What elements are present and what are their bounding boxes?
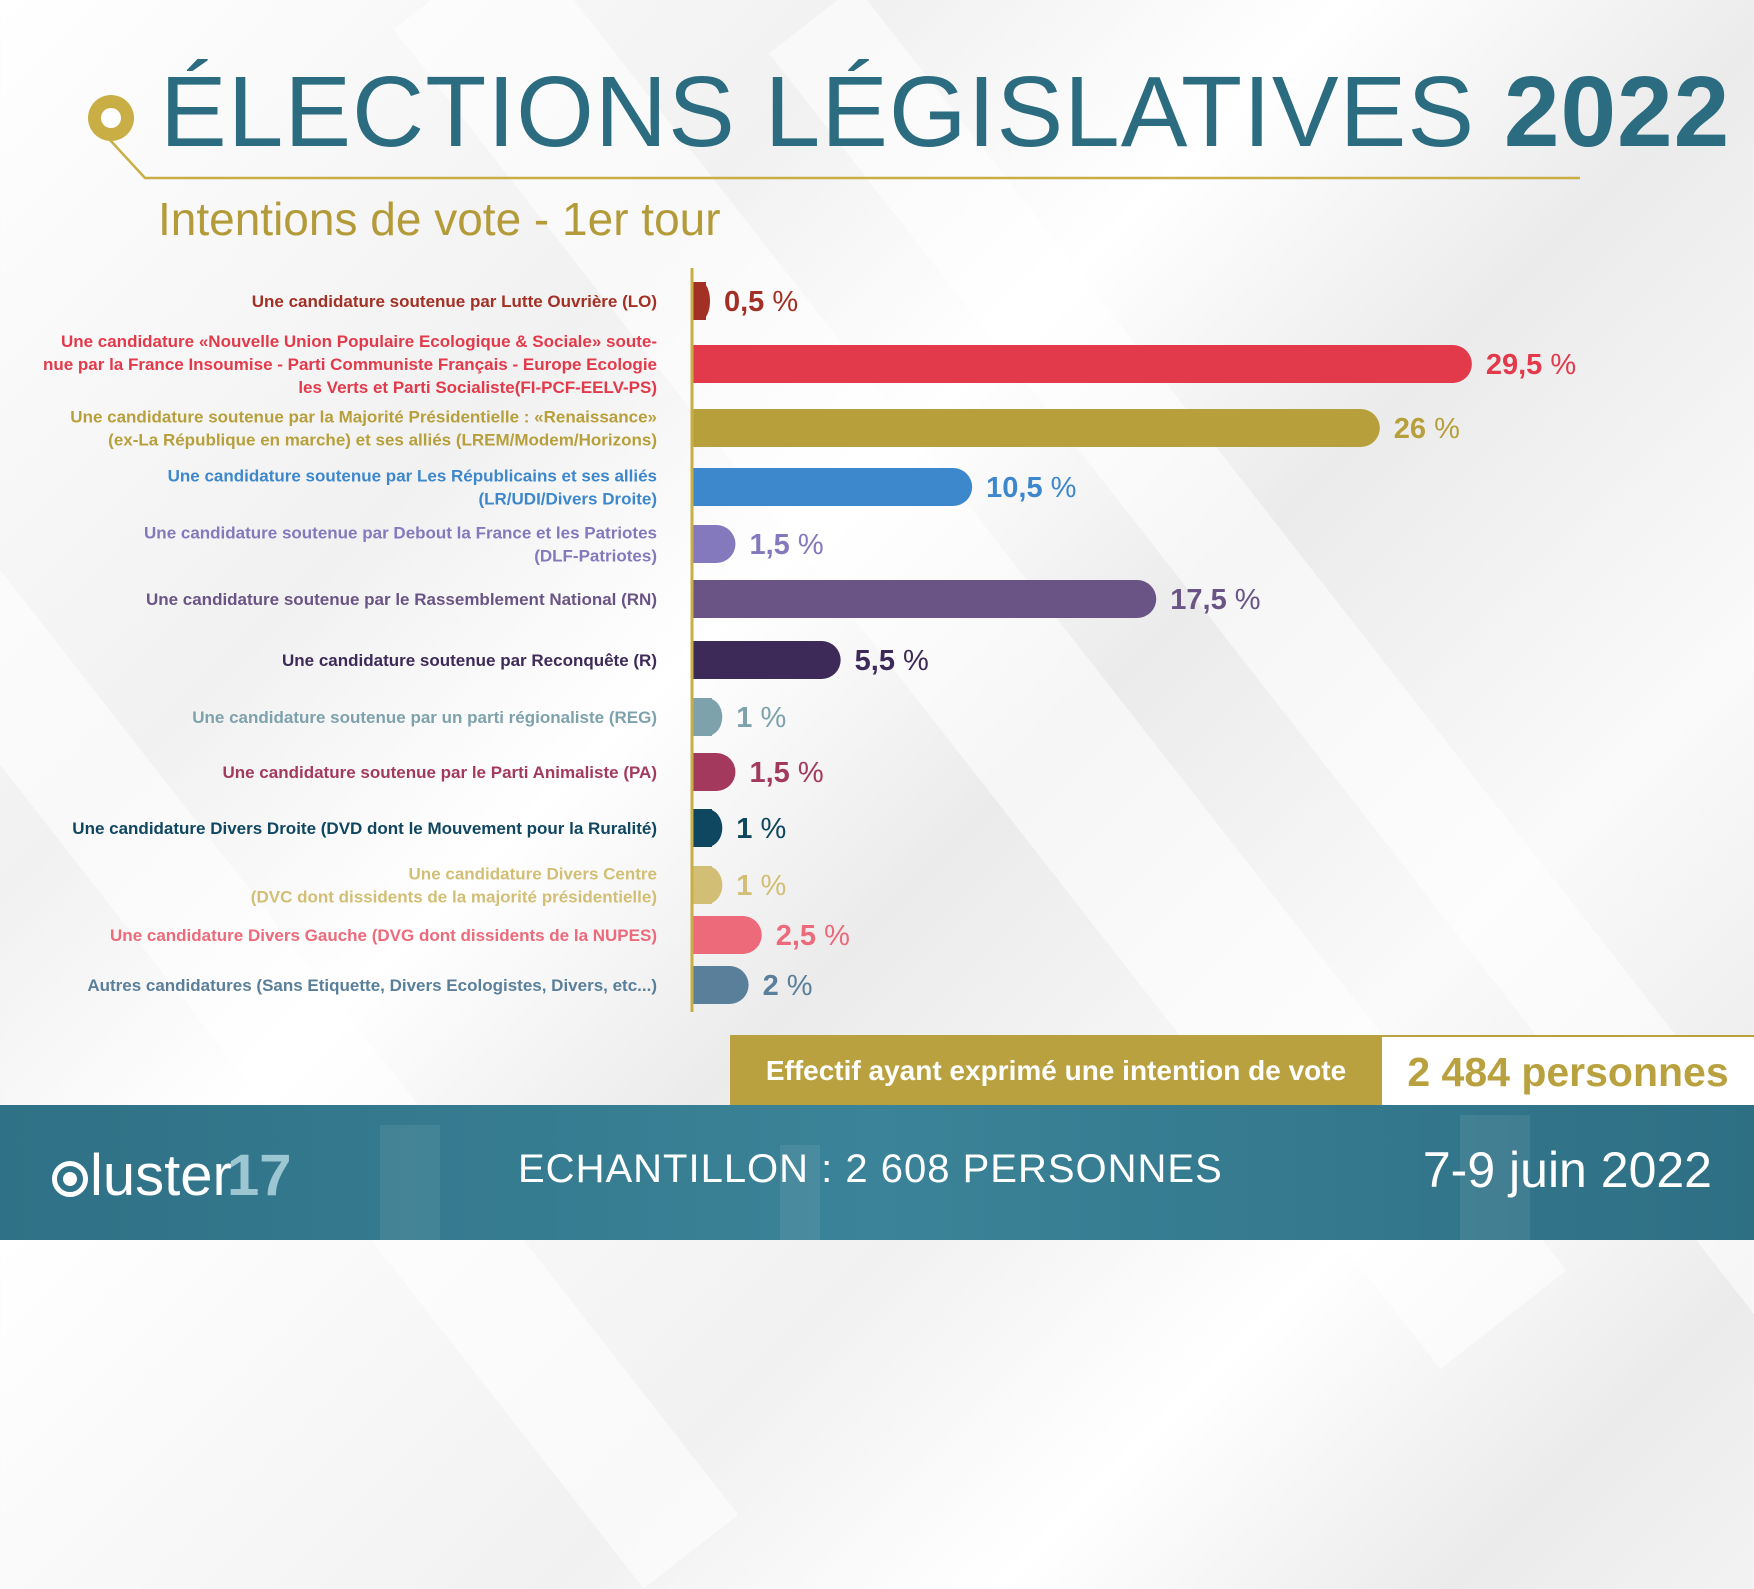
bar-group: 2 % Autres candidatures (Sans Etiquette, …: [87, 966, 813, 1004]
data-label: 1 %: [736, 813, 786, 845]
data-label: 1 %: [736, 870, 786, 902]
bar: [692, 468, 973, 506]
category-label: Une candidature soutenue par la Majorité…: [70, 408, 657, 450]
bar-base: [692, 580, 712, 618]
bar-group: 1 % Une candidature Divers Droite (DVD do…: [72, 809, 786, 847]
page-title: ÉLECTIONS LÉGISLATIVES 2022: [160, 62, 1730, 162]
bar: [692, 580, 1157, 618]
data-label: 17,5 %: [1170, 584, 1260, 616]
bar-group: 5,5 % Une candidature soutenue par Reconq…: [282, 641, 929, 679]
data-label: 1,5 %: [749, 757, 823, 789]
bar-base: [692, 409, 712, 447]
data-label: 29,5 %: [1486, 349, 1576, 381]
footer-decoration: [780, 1145, 820, 1240]
bar-base: [692, 866, 712, 904]
category-label: Une candidature soutenue par le Rassembl…: [146, 590, 657, 609]
category-label: Une candidature soutenue par un parti ré…: [192, 708, 657, 727]
logo-c-icon: [52, 1161, 88, 1197]
bar-base: [692, 809, 712, 847]
effectif-label: Effectif ayant exprimé une intention de …: [730, 1035, 1382, 1107]
category-label: Une candidature soutenue par Lutte Ouvri…: [252, 292, 657, 311]
effectif-value: 2 484 personnes: [1382, 1035, 1754, 1107]
data-label: 0,5 %: [724, 286, 798, 318]
data-label: 26 %: [1394, 413, 1460, 445]
bar-base: [692, 282, 706, 320]
title-bullet-icon: [88, 95, 134, 141]
category-label: Une candidature Divers Gauche (DVG dont …: [110, 926, 657, 945]
bar-base: [692, 698, 712, 736]
logo-text: luster: [90, 1143, 232, 1208]
bar-group: 1,5 % Une candidature soutenue par Debout…: [144, 524, 824, 566]
bar-group: 1,5 % Une candidature soutenue par le Par…: [222, 753, 824, 791]
bar: [692, 409, 1380, 447]
category-label: Une candidature soutenue par Debout la F…: [144, 524, 657, 566]
survey-date: 7-9 juin 2022: [1422, 1142, 1712, 1198]
category-label: Autres candidatures (Sans Etiquette, Div…: [87, 976, 657, 995]
sample-size: ECHANTILLON : 2 608 PERSONNES: [518, 1147, 1223, 1191]
bar-base: [692, 641, 712, 679]
bar-group: 2,5 % Une candidature Divers Gauche (DVG …: [110, 916, 850, 954]
bar: [692, 641, 841, 679]
bar-base: [692, 468, 712, 506]
logo-number: 17: [227, 1143, 292, 1208]
footer: luster 17 ECHANTILLON : 2 608 PERSONNES …: [0, 1105, 1754, 1240]
bar-group: 26 % Une candidature soutenue par la Majo…: [70, 408, 1460, 450]
bar-base: [692, 916, 712, 954]
bar-base: [692, 345, 712, 383]
data-label: 2,5 %: [776, 920, 850, 952]
page-subtitle: Intentions de vote - 1er tour: [158, 193, 721, 245]
bar-base: [692, 525, 712, 563]
category-label: Une candidature Divers Centre (DVC dont d…: [251, 865, 657, 907]
page-title-year: 2022: [1503, 56, 1731, 168]
data-label: 5,5 %: [855, 645, 929, 677]
data-label: 1 %: [736, 702, 786, 734]
bar-group: 17,5 % Une candidature soutenue par le Ra…: [146, 580, 1261, 618]
category-label: Une candidature Divers Droite (DVD dont …: [72, 819, 657, 838]
data-label: 1,5 %: [749, 529, 823, 561]
footer-decoration: [380, 1125, 440, 1240]
bar-group: 0,5 % Une candidature soutenue par Lutte …: [252, 282, 798, 320]
bar-group: 10,5 % Une candidature soutenue par Les R…: [168, 467, 1077, 509]
bar-chart: 0,5 % Une candidature soutenue par Lutte …: [43, 268, 1576, 1012]
bar-base: [692, 753, 712, 791]
category-label: Une candidature soutenue par Reconquête …: [282, 651, 657, 670]
bar: [692, 345, 1472, 383]
category-label: Une candidature soutenue par le Parti An…: [222, 763, 657, 782]
footer-decoration: [1460, 1115, 1530, 1240]
data-label: 10,5 %: [986, 472, 1076, 504]
effectif-box: Effectif ayant exprimé une intention de …: [730, 1035, 1754, 1107]
bars-layer: 0,5 % Une candidature soutenue par Lutte …: [43, 282, 1576, 1004]
category-label: Une candidature soutenue par Les Républi…: [168, 467, 657, 509]
category-label: Une candidature «Nouvelle Union Populair…: [43, 332, 657, 397]
data-label: 2 %: [763, 970, 813, 1002]
bar-group: 29,5 % Une candidature «Nouvelle Union Po…: [43, 332, 1576, 397]
bar-group: 1 % Une candidature soutenue par un parti…: [192, 698, 786, 736]
page-title-main: ÉLECTIONS LÉGISLATIVES: [160, 56, 1476, 168]
bar-group: 1 % Une candidature Divers Centre (DVC don…: [251, 865, 786, 907]
bar-base: [692, 966, 712, 1004]
